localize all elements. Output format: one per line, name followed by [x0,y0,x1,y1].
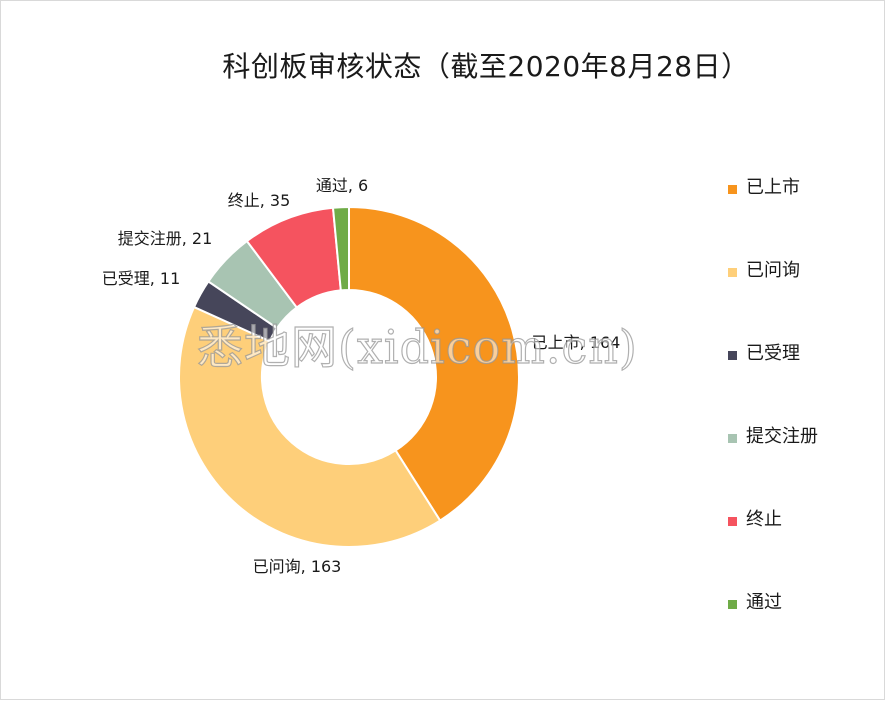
watermark: 悉地网(xidicom.cn) [196,319,638,374]
data-label: 已上市, 164 [532,333,621,352]
legend-swatch [728,351,737,360]
legend-item: 已问询 [728,231,818,314]
legend-label: 终止 [746,508,782,530]
donut-slice [348,205,521,522]
legend-swatch [728,185,737,194]
data-label: 已问询, 163 [253,557,342,576]
legend-label: 已问询 [746,259,800,281]
legend-item: 已上市 [728,148,818,231]
data-label: 已受理, 11 [102,269,181,288]
legend-item: 终止 [728,480,818,563]
data-labels: 已上市, 164 已问询, 163 已受理, 11 提交注册, 21 终止, 35 通过,… [102,176,621,576]
data-label: 提交注册, 21 [118,229,213,248]
data-label: 终止, 35 [228,191,291,210]
donut-slice [178,305,442,548]
legend-swatch [728,600,737,609]
legend-label: 已上市 [746,176,800,198]
legend-item: 已受理 [728,314,818,397]
legend-label: 通过 [746,591,782,613]
data-label: 通过, 6 [316,176,368,195]
legend-swatch [728,517,737,526]
chart-title: 科创板审核状态（截至2020年8月28日） [222,50,750,83]
legend-label: 提交注册 [746,425,818,447]
donut-slices [178,205,521,548]
legend-swatch [728,268,737,277]
legend-item: 通过 [728,563,818,646]
legend-swatch [728,434,737,443]
chart-legend: 已上市 已问询 已受理 提交注册 终止 通过 [728,148,818,646]
legend-item: 提交注册 [728,397,818,480]
donut-slice [331,205,350,292]
legend-label: 已受理 [746,342,800,364]
